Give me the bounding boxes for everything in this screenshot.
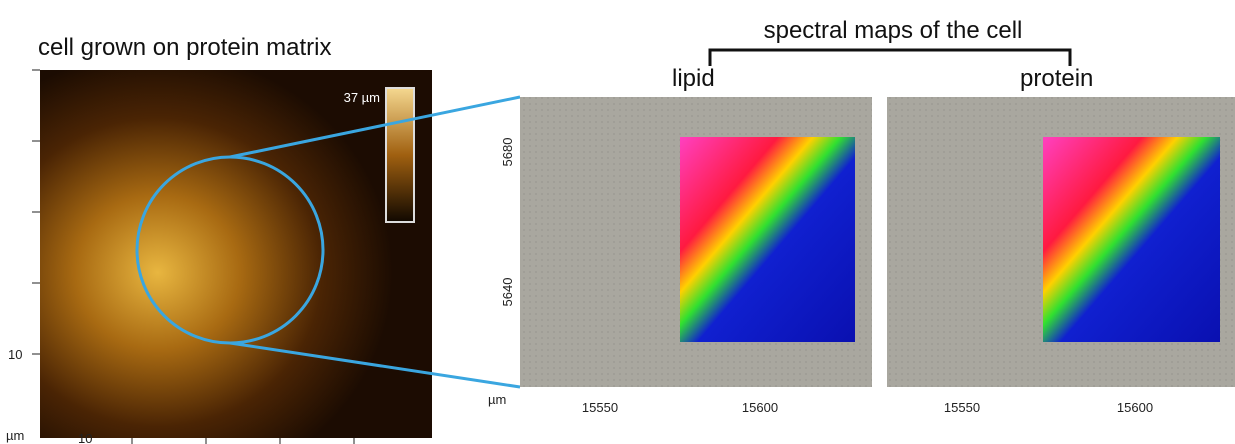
unit-label: µm <box>6 428 24 443</box>
color-bar <box>386 88 414 222</box>
y-tick-label: 10 <box>8 347 22 362</box>
y-tick-label: 5640 <box>500 278 515 307</box>
x-tick-label: 15550 <box>944 400 980 415</box>
protein-map <box>1043 137 1220 342</box>
x-tick-label: 15550 <box>582 400 618 415</box>
map-label: protein <box>1020 65 1093 92</box>
map-label: lipid <box>672 65 715 92</box>
x-tick-label: 15600 <box>742 400 778 415</box>
bracket <box>710 50 1070 66</box>
x-tick-label: 15600 <box>1117 400 1153 415</box>
left-title: cell grown on protein matrix <box>38 34 331 61</box>
unit-label: µm <box>488 392 506 407</box>
right-title: spectral maps of the cell <box>764 17 1023 44</box>
x-tick-label: 10 <box>78 431 92 444</box>
y-tick-label: 5680 <box>500 138 515 167</box>
figure: cell grown on protein matrix 37 µm 10 µm… <box>0 0 1235 444</box>
microscope-image <box>40 70 432 438</box>
scale-label: 37 µm <box>344 90 380 105</box>
lipid-map <box>680 137 855 342</box>
